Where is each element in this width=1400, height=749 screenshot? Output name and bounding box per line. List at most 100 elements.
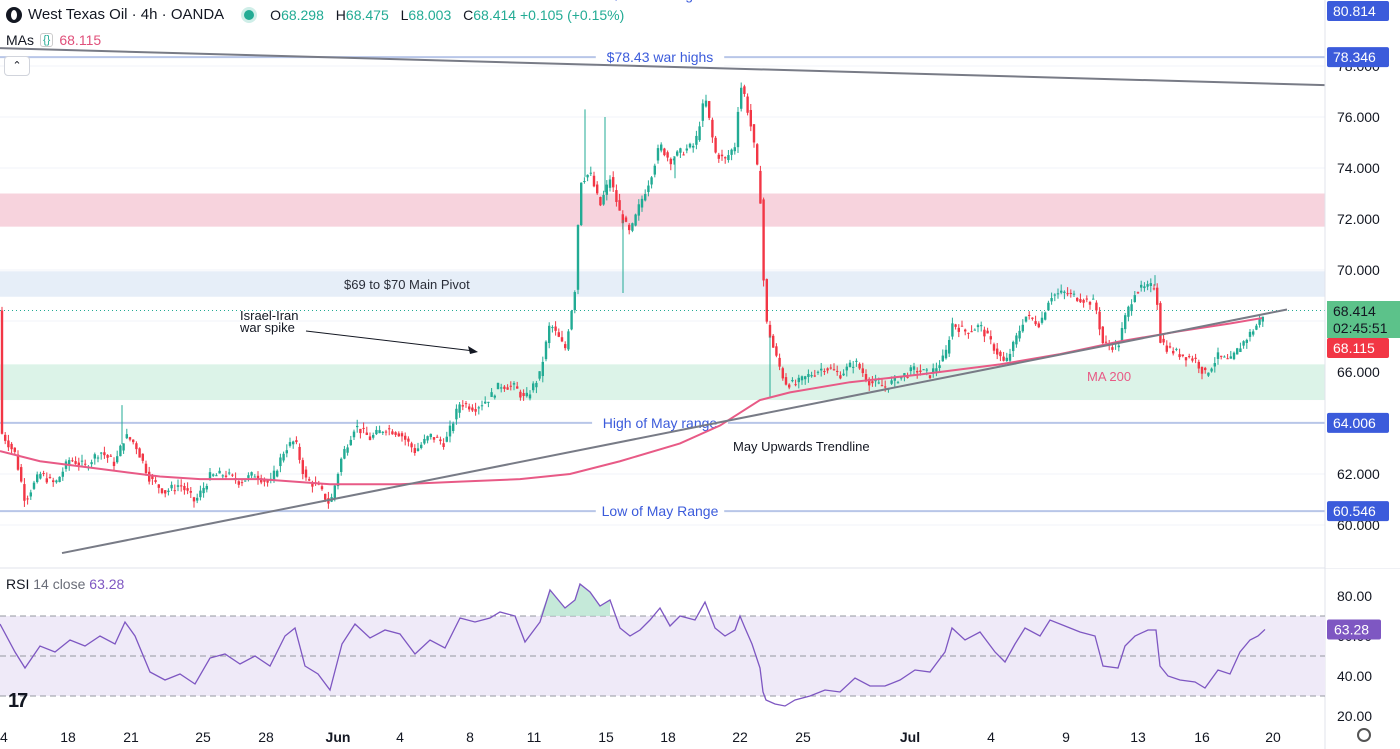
symbol-title[interactable]: West Texas Oil · 4h · OANDA — [28, 6, 225, 23]
candle-body — [871, 381, 874, 384]
rsi-axis-tick: 20.00 — [1337, 708, 1372, 724]
candle-body — [608, 179, 612, 188]
candle-body — [487, 401, 490, 403]
candle-body — [196, 497, 199, 501]
ma-legend-label: MAs — [6, 32, 34, 48]
candle-body — [1255, 325, 1258, 330]
time-axis-tick: 13 — [1130, 729, 1146, 745]
candle-body — [781, 368, 784, 379]
candle-body — [672, 158, 676, 161]
candle-body — [634, 214, 637, 226]
candle-body — [349, 439, 352, 446]
candle-body — [320, 486, 324, 490]
candle-body — [77, 462, 80, 466]
time-axis-tick: 4 — [396, 729, 404, 745]
candle-body — [976, 325, 980, 328]
rsi-legend[interactable]: RSI 14 close 63.28 — [6, 576, 124, 592]
price-tag: 80.814 — [1333, 3, 1376, 19]
candle-body — [820, 368, 823, 371]
price-tag-bg — [1327, 338, 1389, 358]
annotation-arrowhead — [468, 346, 478, 354]
candle-body — [864, 374, 868, 380]
candle-body — [253, 476, 256, 478]
candle-body — [391, 431, 394, 435]
high-value: 68.475 — [345, 6, 389, 23]
candle-body — [304, 469, 308, 478]
candle-body — [855, 360, 858, 362]
candle-body — [768, 324, 772, 338]
candle-body — [669, 158, 672, 165]
candle-body — [61, 471, 64, 477]
candle-body — [103, 452, 106, 456]
gear-icon[interactable] — [1357, 728, 1371, 742]
candle-body — [250, 472, 253, 476]
candle-body — [810, 375, 813, 377]
candle-body — [743, 86, 746, 94]
candle-body — [967, 332, 970, 334]
candle-body — [359, 428, 362, 434]
change-value: +0.105 (+0.15%) — [519, 6, 625, 23]
candle-body — [986, 330, 989, 334]
candle-body — [154, 480, 157, 482]
time-axis-tick: 25 — [195, 729, 211, 745]
candle-body — [964, 329, 967, 332]
candle-body — [141, 453, 144, 461]
candle-body — [698, 126, 701, 141]
candle-body — [157, 484, 160, 488]
candle-body — [1165, 345, 1168, 352]
candle-body — [340, 458, 343, 472]
candle-body — [362, 427, 365, 429]
candle-body — [932, 368, 935, 374]
candle-body — [637, 204, 640, 216]
candle-body — [912, 366, 916, 370]
candle-body — [1149, 283, 1152, 286]
candle-body — [983, 329, 986, 337]
collapse-legend-button[interactable]: ⌃ — [4, 56, 30, 76]
tradingview-logo-icon[interactable]: 17 — [8, 690, 28, 712]
price-axis-tick: 76.000 — [1337, 109, 1380, 125]
candle-body — [656, 148, 660, 161]
candle-body — [55, 480, 58, 483]
price-tag-bg — [1327, 318, 1400, 338]
candle-body — [116, 456, 119, 463]
ohlc-readout: O68.298 H68.475 L68.003 C68.414 +0.105 (… — [270, 7, 624, 23]
candle-body — [100, 452, 103, 454]
candle-body — [109, 455, 112, 457]
price-axis — [1325, 0, 1400, 568]
candle-body — [496, 382, 500, 390]
open-label: O — [270, 6, 282, 23]
candle-body — [1101, 326, 1104, 344]
candle-body — [506, 387, 509, 390]
ma-legend[interactable]: MAs {} 68.115 — [6, 32, 101, 48]
candle-body — [906, 376, 909, 378]
candle-body — [615, 190, 618, 202]
candle-body — [663, 148, 666, 156]
candle-body — [1021, 324, 1024, 332]
candle-body — [490, 392, 493, 397]
candle-body — [301, 460, 304, 475]
candle-body — [704, 100, 708, 107]
candle-body — [1060, 290, 1063, 293]
candle-body — [138, 448, 141, 458]
candle-body — [1082, 299, 1085, 303]
time-axis-tick: Jul — [900, 729, 920, 745]
candle-body — [221, 475, 224, 477]
candle-body — [1258, 319, 1261, 325]
candle-body — [439, 439, 442, 442]
candle-body — [1146, 284, 1149, 287]
candle-body — [861, 368, 864, 374]
candle-body — [260, 478, 263, 483]
candle-body — [960, 325, 964, 327]
trendline — [61, 308, 1288, 555]
support-zone — [0, 364, 1325, 401]
candle-body — [727, 155, 730, 161]
candle-body — [1191, 358, 1194, 361]
price-tag-bg — [1327, 1, 1389, 21]
candle-body — [516, 386, 519, 389]
candle-body — [13, 447, 16, 452]
candle-body — [282, 453, 285, 461]
annotation-israel-iran: Israel-Iran — [240, 308, 299, 323]
candle-body — [554, 326, 557, 331]
candle-body — [426, 436, 429, 441]
